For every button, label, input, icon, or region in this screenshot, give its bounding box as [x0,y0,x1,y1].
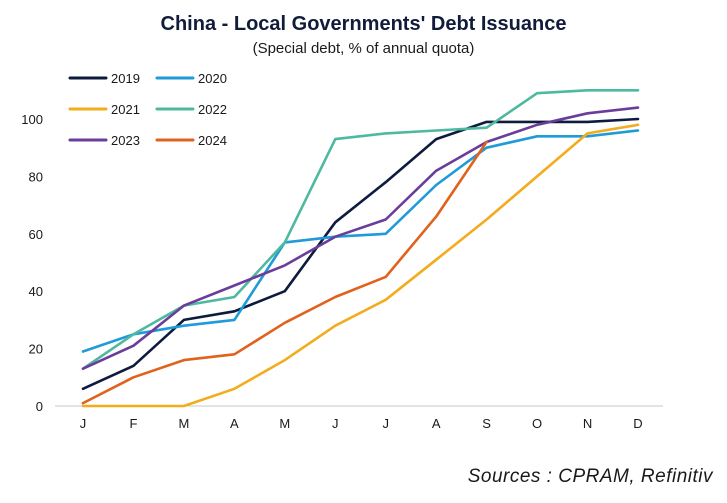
line-chart: 2019 2020 2021 2022 2023 2024 0 20 40 60 80 100 J F… [21,71,663,431]
y-tick-label: 40 [29,284,43,299]
x-tick-label: J [332,416,339,431]
x-tick-label: M [178,416,189,431]
series-line-2022 [81,89,640,371]
x-tick-label: J [80,416,87,431]
chart-title: China - Local Governments' Debt Issuance [160,13,567,35]
series-line-2021 [81,123,640,408]
x-tick-label: J [382,416,389,431]
y-tick-label: 100 [21,112,43,127]
legend-label-2020: 2020 [198,71,227,86]
series-line-2020 [81,129,640,353]
y-tick-label: 0 [36,399,43,414]
y-tick-label: 80 [29,169,43,184]
series-lines [81,89,640,408]
x-tick-label: D [633,416,642,431]
chart-subtitle: (Special debt, % of annual quota) [252,40,475,57]
x-tick-label: O [532,416,542,431]
series-line-2023 [81,106,640,371]
y-axis: 0 20 40 60 80 100 [21,112,43,414]
legend-label-2021: 2021 [111,102,140,117]
x-tick-label: S [482,416,491,431]
series-line-2019 [81,117,640,391]
x-tick-label: A [432,416,441,431]
legend-label-2024: 2024 [198,133,227,148]
series-line-2024 [81,140,488,405]
legend: 2019 2020 2021 2022 2023 2024 [68,71,227,148]
source-note: Sources : CPRAM, Refinitiv [467,466,713,487]
legend-label-2022: 2022 [198,102,227,117]
x-tick-label: F [129,416,137,431]
legend-label-2019: 2019 [111,71,140,86]
y-tick-label: 60 [29,227,43,242]
y-tick-label: 20 [29,342,43,357]
x-tick-label: A [230,416,239,431]
x-tick-label: N [583,416,592,431]
x-tick-label: M [279,416,290,431]
legend-label-2023: 2023 [111,133,140,148]
